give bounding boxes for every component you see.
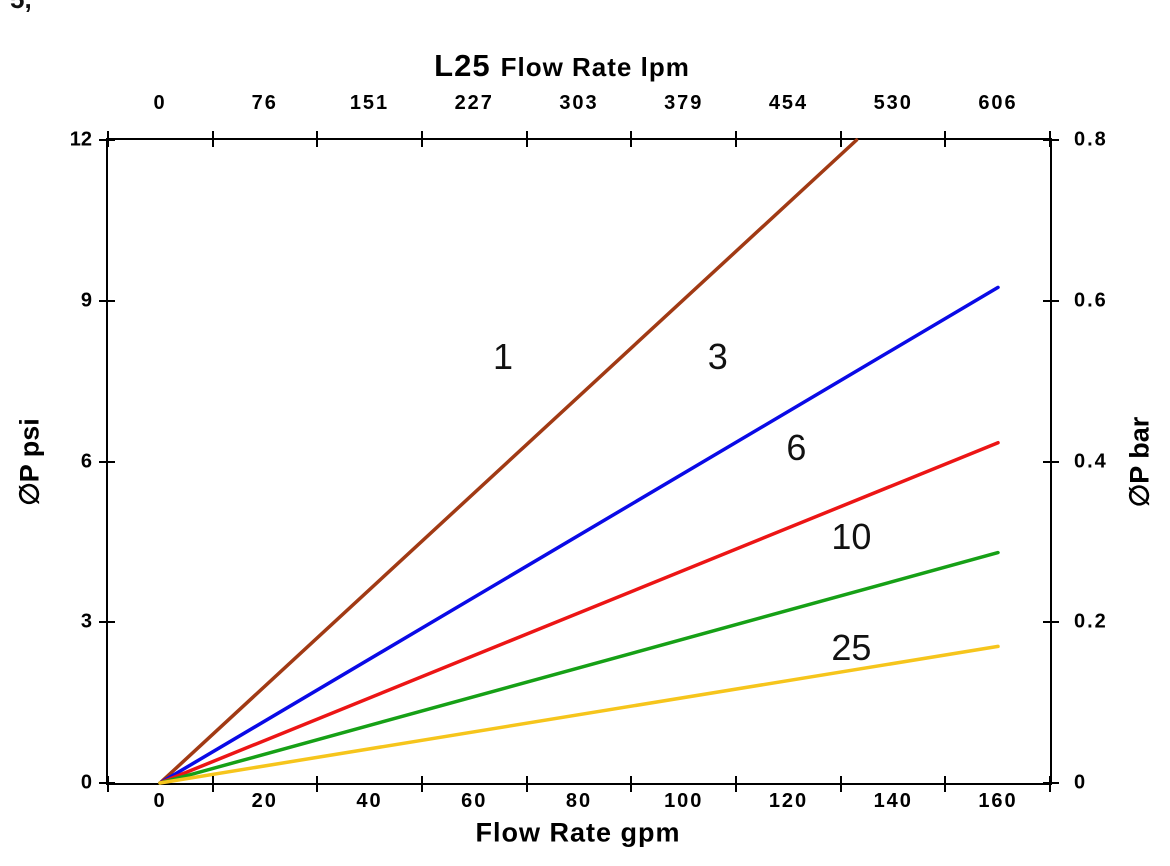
- left-tick: [99, 299, 115, 302]
- clipped-text-artifact: 5,: [10, 0, 32, 15]
- bottom-tick: [421, 776, 423, 792]
- series-line-6: [158, 440, 1000, 785]
- right-tick: [1043, 782, 1059, 784]
- bottom-tick: [211, 776, 214, 792]
- y-right-tick-label: 0.4: [1074, 450, 1108, 472]
- x-top-tick-label: 76: [251, 92, 278, 114]
- bottom-tick: [316, 776, 319, 792]
- top-axis-title: Flow Rate lpm: [500, 52, 690, 82]
- x-bottom-tick-label: 160: [978, 790, 1018, 812]
- series-lines: [158, 138, 1000, 785]
- y-axis-title-psi: ∅P psi: [14, 418, 45, 506]
- series-line-25: [158, 644, 1000, 785]
- bottom-tick: [1049, 776, 1051, 792]
- series-line-1: [158, 138, 859, 785]
- series-label-3: 3: [707, 336, 728, 377]
- top-tick: [630, 131, 633, 147]
- series-label-6: 6: [786, 427, 807, 469]
- x-top-tick-label: 379: [664, 92, 704, 114]
- x-top-tick-label: 454: [768, 92, 809, 114]
- series-label-10: 10: [831, 515, 872, 557]
- plot-area: 0 0 3 0.2 6 0.4 9 0.6 12 0.8 0 0 76 20 151 40 227 60 303 80…: [70, 92, 1106, 812]
- y-right-tick-label: 0: [1074, 771, 1088, 794]
- top-tick: [525, 131, 528, 147]
- x-bottom-tick-label: 140: [873, 790, 913, 812]
- series-line-3: [158, 285, 1000, 785]
- x-bottom-tick-label: 100: [664, 790, 704, 812]
- y-right-tick-label: 0.8: [1074, 128, 1108, 151]
- series-label-25: 25: [831, 626, 872, 668]
- top-tick: [316, 131, 319, 147]
- model-name: L25: [434, 48, 491, 83]
- bottom-tick: [735, 776, 737, 792]
- left-tick: [99, 460, 115, 463]
- series-line-10: [158, 550, 1000, 785]
- x-bottom-tick-label: 80: [565, 790, 593, 812]
- x-top-tick-label: 151: [349, 92, 390, 114]
- chart-title: L25 Flow Rate lpm: [434, 48, 690, 84]
- x-bottom-tick-label: 40: [356, 790, 383, 812]
- y-left-tick-label: 6: [80, 450, 92, 472]
- left-tick: [99, 621, 115, 624]
- bottom-tick: [839, 776, 842, 792]
- x-bottom-tick-label: 20: [251, 790, 278, 812]
- x-top-tick-label: 606: [978, 92, 1018, 114]
- top-tick: [839, 131, 842, 147]
- y-left-tick-label: 9: [80, 289, 92, 312]
- x-bottom-tick-label: 120: [768, 790, 809, 812]
- y-left-tick-label: 0: [80, 771, 92, 794]
- right-tick: [1043, 621, 1059, 624]
- x-bottom-tick-label: 0: [153, 790, 167, 812]
- y-axis-title-bar: ∅P bar: [1124, 416, 1155, 508]
- right-tick: [1043, 299, 1059, 302]
- top-tick: [944, 131, 947, 147]
- left-tick: [99, 782, 115, 784]
- bottom-tick: [107, 776, 109, 792]
- top-tick: [211, 131, 214, 147]
- x-top-tick-label: 0: [153, 92, 167, 114]
- x-top-tick-label: 303: [559, 92, 599, 114]
- y-right-tick-label: 0.6: [1074, 289, 1108, 312]
- top-tick: [421, 131, 423, 147]
- bottom-tick: [525, 776, 528, 792]
- y-left-tick-label: 12: [69, 128, 92, 151]
- y-right-tick-label: 0.2: [1074, 610, 1108, 633]
- left-tick: [99, 139, 115, 141]
- top-tick: [735, 131, 737, 147]
- right-tick: [1043, 460, 1059, 463]
- right-tick: [1043, 139, 1059, 141]
- bottom-tick: [630, 776, 633, 792]
- series-label-1: 1: [493, 336, 514, 377]
- x-bottom-tick-label: 60: [461, 790, 488, 812]
- bottom-tick: [944, 776, 947, 792]
- x-axis-title-gpm: Flow Rate gpm: [475, 817, 681, 848]
- x-top-tick-label: 530: [873, 92, 913, 114]
- x-top-tick-label: 227: [454, 92, 494, 114]
- y-left-tick-label: 3: [80, 610, 92, 633]
